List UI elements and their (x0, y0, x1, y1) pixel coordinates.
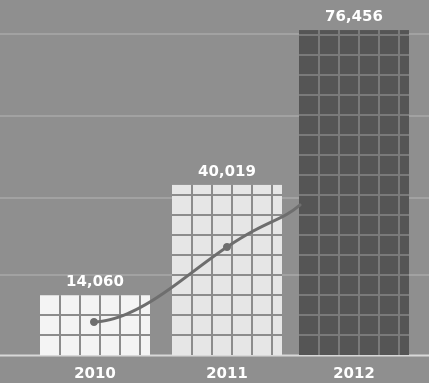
bar-2011 (172, 184, 282, 355)
bars (40, 30, 409, 355)
labels: 14,060 2010 40,019 2011 76,456 2012 (66, 7, 383, 382)
category-label-2010: 2010 (74, 364, 116, 382)
bar-2012 (299, 30, 409, 355)
bar-grid-2010 (40, 295, 150, 355)
category-label-2011: 2011 (206, 364, 248, 382)
bar-grid-2012 (299, 30, 409, 355)
trend-curve (92, 203, 302, 324)
trend-point-2010 (90, 318, 98, 326)
value-label-2010: 14,060 (66, 272, 124, 290)
trend-line (90, 203, 302, 326)
category-label-2012: 2012 (333, 364, 375, 382)
trend-point-2011 (223, 243, 231, 251)
value-label-2011: 40,019 (198, 162, 256, 180)
value-label-2012: 76,456 (325, 7, 383, 25)
